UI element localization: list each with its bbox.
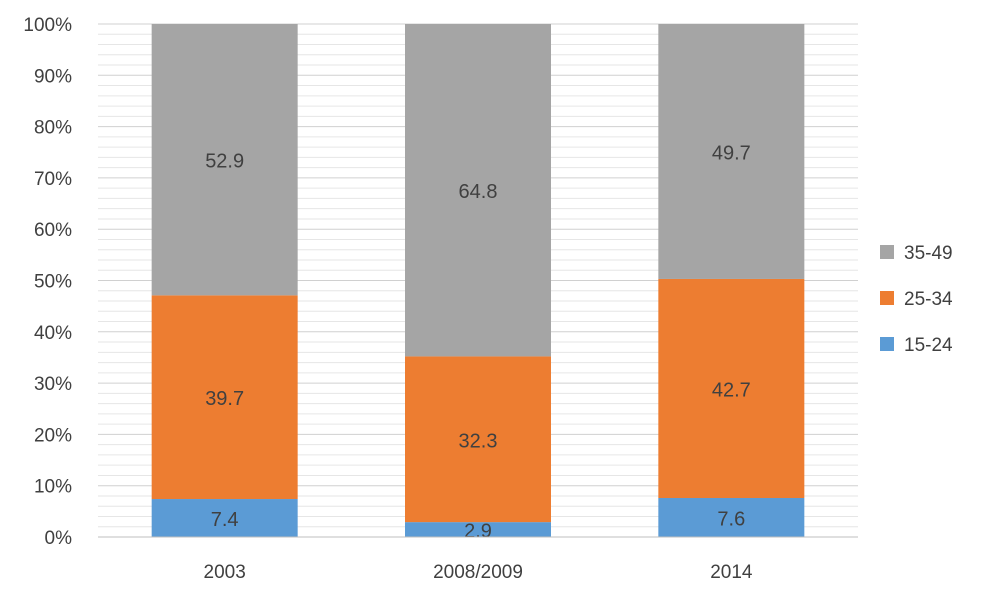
bar-segment [151,499,298,537]
bar-segment [658,498,805,537]
y-tick-label: 90% [34,66,72,87]
data-label: 7.4 [211,509,239,531]
y-axis: 0% 10% 20% 30% 40% 50% 60% 70% 80% 90% 100% [23,15,72,549]
y-tick-label: 50% [34,272,72,293]
y-tick-label: 80% [34,118,72,139]
y-tick-label: 30% [34,374,72,395]
bar-segment [658,278,805,499]
x-tick-label: 2008/2009 [433,562,523,583]
bar-segment [405,356,551,523]
y-tick-label: 10% [34,477,72,498]
x-tick-label: 2003 [204,562,246,583]
bar-segment [405,522,551,537]
x-tick-label: 2014 [710,562,753,583]
bar-segment [658,24,805,279]
y-tick-label: 60% [34,220,72,241]
data-label: 64.8 [459,181,498,203]
y-tick-label: 0% [45,528,73,549]
legend-label: 25-34 [904,289,953,310]
data-label: 42.7 [712,379,751,401]
data-label: 39.7 [205,388,244,410]
y-tick-label: 70% [34,169,72,190]
y-tick-label: 40% [34,323,72,344]
legend-swatch [880,337,894,351]
bar-segment [405,24,551,357]
data-label: 52.9 [205,151,244,173]
data-label: 32.3 [459,430,498,452]
bars: 7.4 39.7 52.9 2003 2.9 32.3 64.8 2008/2009 7.6 42… [151,24,805,583]
data-label: 49.7 [712,142,751,164]
legend-swatch [880,245,894,259]
bar-segment [151,24,298,296]
bar-segment [151,295,298,500]
y-tick-label: 20% [34,425,72,446]
y-tick-label: 100% [23,15,72,36]
legend-label: 15-24 [904,335,953,356]
data-label: 2.9 [464,521,492,543]
legend-label: 35-49 [904,243,953,264]
data-label: 7.6 [717,509,745,531]
legend: 35-49 25-34 15-24 [880,243,953,356]
legend-swatch [880,291,894,305]
